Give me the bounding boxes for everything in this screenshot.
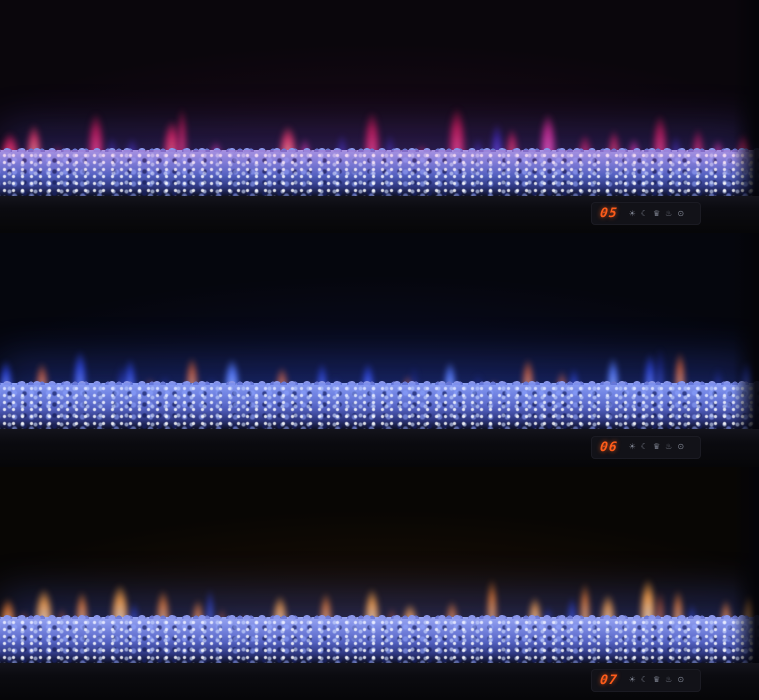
unit-right-edge xyxy=(733,466,759,664)
fireplace-unit-3: 07 ☀ ☾ ♛ ♨ ⊙ xyxy=(0,466,759,700)
control-panel: 07 ☀ ☾ ♛ ♨ ⊙ xyxy=(591,668,701,692)
unit-right-edge xyxy=(733,233,759,431)
fireplace-unit-1: 05 ☀ ☾ ♛ ♨ ⊙ xyxy=(0,0,759,234)
crystal-bed xyxy=(0,609,759,663)
display-value: 07 xyxy=(599,672,619,688)
timer-icon[interactable]: ☾ xyxy=(640,442,648,452)
display-value: 05 xyxy=(599,206,619,222)
bezel: 05 ☀ ☾ ♛ ♨ ⊙ xyxy=(0,196,759,234)
crystal-bed xyxy=(0,143,759,196)
display-value: 06 xyxy=(599,439,619,455)
bezel: 07 ☀ ☾ ♛ ♨ ⊙ xyxy=(0,662,759,700)
power-icon[interactable]: ⊙ xyxy=(677,442,685,452)
control-panel: 05 ☀ ☾ ♛ ♨ ⊙ xyxy=(591,202,701,226)
panel-icons: ☀ ☾ ♛ ♨ ⊙ xyxy=(629,676,684,684)
heater-icon[interactable]: ♨ xyxy=(665,675,673,685)
brightness-icon[interactable]: ☀ xyxy=(628,675,636,685)
control-panel: 06 ☀ ☾ ♛ ♨ ⊙ xyxy=(591,435,701,459)
flame-color-icon[interactable]: ♛ xyxy=(653,442,661,452)
crystal-bed xyxy=(0,376,759,430)
flame-color-icon[interactable]: ♛ xyxy=(653,208,661,218)
bezel: 06 ☀ ☾ ♛ ♨ ⊙ xyxy=(0,429,759,467)
unit-right-edge xyxy=(733,0,759,198)
panel-icons: ☀ ☾ ♛ ♨ ⊙ xyxy=(629,443,684,451)
heater-icon[interactable]: ♨ xyxy=(665,208,673,218)
flames-layer xyxy=(0,467,759,635)
flames-layer xyxy=(0,0,759,168)
brightness-icon[interactable]: ☀ xyxy=(628,442,636,452)
brightness-icon[interactable]: ☀ xyxy=(628,208,636,218)
power-icon[interactable]: ⊙ xyxy=(677,208,685,218)
power-icon[interactable]: ⊙ xyxy=(677,675,685,685)
flames-layer xyxy=(0,233,759,402)
timer-icon[interactable]: ☾ xyxy=(640,208,648,218)
panel-icons: ☀ ☾ ♛ ♨ ⊙ xyxy=(628,208,685,218)
timer-icon[interactable]: ☾ xyxy=(640,675,648,685)
fireplace-unit-2: 06 ☀ ☾ ♛ ♨ ⊙ xyxy=(0,233,759,467)
heater-icon[interactable]: ♨ xyxy=(665,442,673,452)
flame-color-icon[interactable]: ♛ xyxy=(653,675,661,685)
